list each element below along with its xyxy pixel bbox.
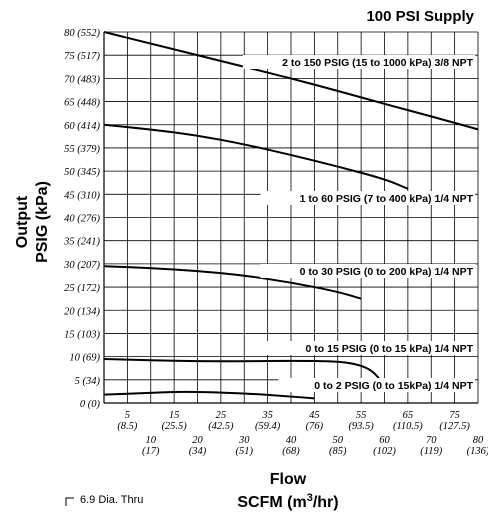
y-tick-label: 0 (0)	[80, 399, 101, 410]
x-tick-labels: 5(8.5) 10(17) 15(25.5) 20(34) 25(42.5) 30(51)…	[117, 410, 488, 457]
x-tick-label: 50	[333, 435, 344, 446]
x-tick-sublabel: (8.5)	[117, 421, 138, 432]
y-tick-label: 80 (552)	[64, 28, 100, 39]
x-tick-label: 20	[192, 435, 203, 446]
series-label: 1 to 60 PSIG (7 to 400 kPa) 1/4 NPT	[300, 193, 474, 205]
x-tick-sublabel: (93.5)	[348, 421, 374, 432]
x-tick-sublabel: (25.5)	[161, 421, 187, 432]
series-label: 0 to 30 PSIG (0 to 200 kPa) 1/4 NPT	[300, 266, 474, 278]
x-tick-sublabel: (42.5)	[208, 421, 234, 432]
x-tick-sublabel: (119)	[420, 446, 442, 457]
y-tick-label: 5 (34)	[75, 376, 101, 387]
x-tick-sublabel: (136)	[467, 446, 488, 457]
x-tick-sublabel: (59.4)	[255, 421, 281, 432]
x-tick-sublabel: (51)	[236, 446, 254, 457]
x-tick-label: 60	[379, 435, 390, 446]
y-axis-label-line2: PSIG (kPa)	[34, 181, 51, 263]
series-label-bg	[278, 378, 475, 392]
y-tick-label: 65 (448)	[64, 98, 100, 109]
x-tick-label: 55	[356, 410, 367, 421]
x-axis-label-line1: Flow	[270, 471, 307, 488]
x-tick-sublabel: (102)	[373, 446, 396, 457]
x-tick-label: 25	[216, 410, 227, 421]
x-tick-label: 70	[426, 435, 437, 446]
series-lines	[103, 31, 479, 400]
y-tick-labels: 0 (0) 5 (34) 10 (69) 15 (103) 20 (134) 25 (17…	[63, 28, 100, 410]
series-label-bg	[260, 264, 475, 278]
x-tick-label: 45	[309, 410, 320, 421]
x-tick-label: 35	[261, 410, 273, 421]
x-tick-label: 30	[238, 435, 250, 446]
x-tick-sublabel: (127.5)	[439, 421, 470, 432]
series-label-bg	[260, 191, 475, 205]
series-label: 0 to 2 PSIG (0 to 15kPa) 1/4 NPT	[314, 380, 473, 392]
x-tick-label: 10	[146, 435, 157, 446]
x-tick-label: 40	[286, 435, 297, 446]
series-line	[103, 123, 409, 190]
y-tick-label: 60 (414)	[64, 121, 100, 132]
y-axis-label-line1: Output	[14, 195, 31, 248]
y-tick-label: 40 (276)	[64, 214, 100, 225]
y-tick-label: 35 (241)	[63, 237, 100, 248]
x-tick-sublabel: (17)	[142, 446, 160, 457]
x-tick-sublabel: (68)	[282, 446, 300, 457]
x-tick-label: 5	[125, 410, 130, 421]
x-axis-label-superscript: 3	[307, 492, 313, 504]
corner-mark-icon	[65, 497, 74, 506]
series-line	[103, 390, 315, 400]
x-tick-sublabel: (85)	[329, 446, 347, 457]
x-tick-label: 15	[169, 410, 180, 421]
x-tick-sublabel: (110.5)	[393, 421, 423, 432]
series-label: 2 to 150 PSIG (15 to 1000 kPa) 3/8 NPT	[282, 57, 473, 69]
y-tick-label: 55 (379)	[64, 144, 100, 155]
x-axis-label-prefix: SCFM (m	[237, 494, 306, 511]
y-tick-label: 70 (483)	[64, 74, 100, 85]
series-label: 0 to 15 PSIG (0 to 15 kPa) 1/4 NPT	[306, 343, 474, 355]
x-tick-label: 75	[449, 410, 460, 421]
x-axis-label-line2: SCFM (m3/hr)	[237, 492, 338, 511]
series-line	[103, 31, 479, 131]
x-tick-sublabel: (76)	[306, 421, 324, 432]
y-tick-label: 45 (310)	[64, 190, 100, 201]
series-labels: 2 to 150 PSIG (15 to 1000 kPa) 3/8 NPT 1 …	[242, 55, 475, 392]
footnote: 6.9 Dia. Thru	[80, 494, 143, 506]
series-line	[103, 265, 362, 300]
series-label-bg	[242, 55, 475, 69]
x-tick-sublabel: (34)	[189, 446, 207, 457]
x-tick-label: 80	[473, 435, 484, 446]
y-tick-label: 75 (517)	[64, 51, 100, 62]
series-label-bg	[266, 341, 475, 355]
y-tick-label: 25 (172)	[64, 283, 100, 294]
y-tick-label: 20 (134)	[64, 306, 100, 317]
y-tick-label: 15 (103)	[64, 329, 100, 340]
chart-title: 100 PSI Supply	[366, 8, 474, 25]
x-axis-label-suffix: /hr)	[313, 494, 339, 511]
y-tick-label: 10 (69)	[69, 353, 100, 364]
y-tick-label: 50 (345)	[64, 167, 100, 178]
x-tick-label: 65	[403, 410, 414, 421]
series-line	[103, 357, 386, 388]
y-tick-label: 30 (207)	[63, 260, 100, 271]
